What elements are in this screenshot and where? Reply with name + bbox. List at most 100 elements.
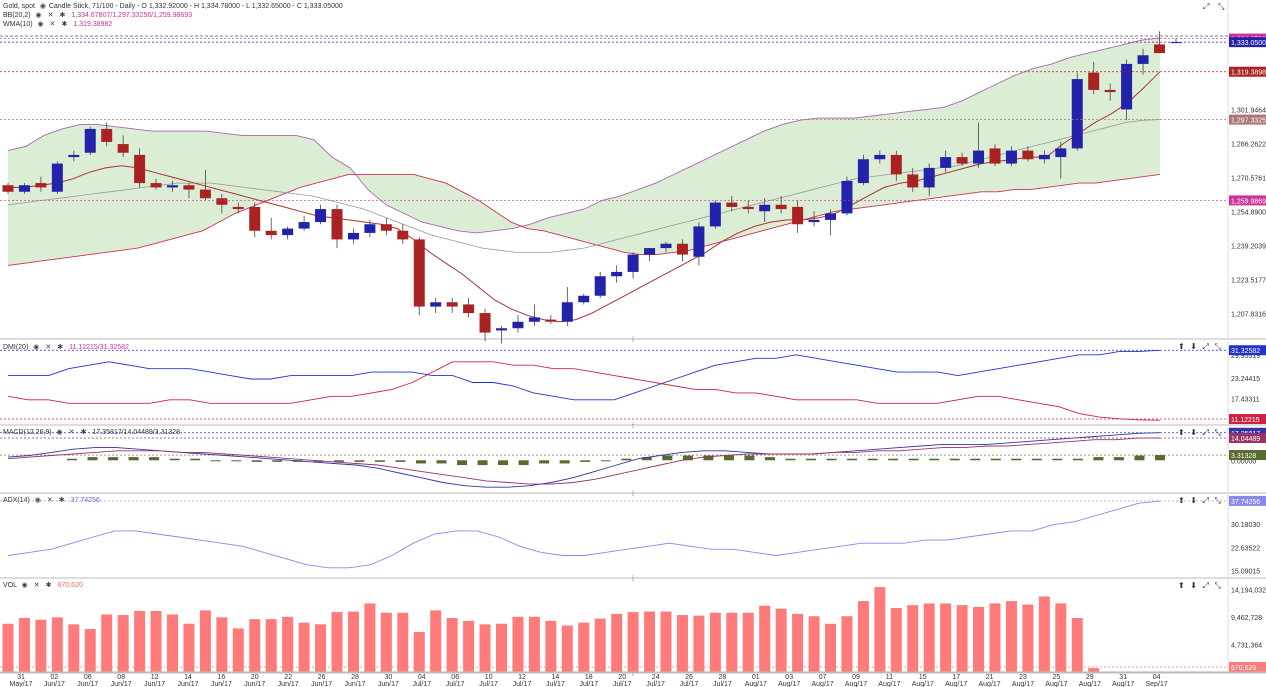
gear-icon[interactable]: ✱ [45,582,52,589]
gear-icon[interactable]: ✱ [61,21,68,28]
macd-histogram-bar [1134,455,1145,461]
price-badge-label: 11.12215 [1231,417,1260,424]
arrow-down-icon[interactable]: ⬇ [1190,496,1197,505]
candle-up [1121,63,1133,110]
bollinger-band-fill [8,37,1160,266]
adx-value: 37.74256 [70,497,100,504]
gear-icon[interactable]: ✱ [58,497,65,504]
macd-histogram-bar [415,460,426,464]
collapse-icon[interactable]: ⤡ [1214,581,1221,590]
volume-bar [84,628,96,672]
eye-icon[interactable]: ◉ [35,12,42,19]
x-tick-day: 04 [1153,674,1161,681]
x-tick-day: 14 [184,674,192,681]
dmi-pane-controls: ⬆ ⬇ ⤢ ⤡ [1178,342,1221,352]
x-tick-month: Jul/17 [613,681,632,687]
volume-bar [627,612,639,672]
price-badge-label: 31.32582 [1231,348,1260,355]
candle-up [1170,42,1182,44]
volume-bar [298,622,310,672]
x-tick-day: 14 [552,674,560,681]
candle-down [676,243,688,255]
volume-bar [380,612,392,672]
vol-name: VOL [3,582,17,589]
expand-icon[interactable]: ⤢ [1202,581,1209,590]
x-tick-day: 28 [719,674,727,681]
arrow-down-icon[interactable]: ⬇ [1190,342,1197,351]
volume-bar [249,619,261,672]
candle-up [315,209,327,223]
eye-icon[interactable]: ◉ [33,344,40,351]
x-tick-day: 29 [1086,674,1094,681]
x-tick-day: 20 [618,674,626,681]
y-tick-label: 17.43311 [1231,396,1260,403]
candle-down [183,185,195,190]
macd-histogram-bar [806,458,817,461]
expand-icon[interactable]: ⤢ [1202,496,1209,505]
collapse-icon[interactable]: ⤡ [1214,342,1221,351]
bb-name: BB(20,2) [3,12,31,19]
close-icon[interactable]: ✕ [33,582,40,589]
arrow-up-icon[interactable]: ⬆ [1178,496,1185,505]
macd-histogram-bar [272,460,283,462]
volume-bar [726,612,738,672]
gear-icon[interactable]: ✱ [57,344,64,351]
close-icon[interactable]: ✕ [49,21,56,28]
candle-up [282,228,294,236]
wma-line [8,71,1161,323]
adx-name: ADX(14) [3,497,30,504]
eye-icon[interactable]: ◉ [56,429,63,436]
x-tick-month: Jul/17 [446,681,465,687]
x-tick-month: Jul/17 [680,681,699,687]
arrow-down-icon[interactable]: ⬇ [1190,581,1197,590]
eye-icon[interactable]: ◉ [21,582,28,589]
close-icon[interactable]: ✕ [47,12,54,19]
x-tick-month: Sep/17 [1146,681,1168,687]
volume-bar [693,615,705,672]
expand-icon[interactable]: ⤢ [1203,2,1210,11]
expand-icon[interactable]: ⤢ [1202,342,1209,351]
volume-bar [611,613,623,672]
collapse-icon[interactable]: ⤡ [1217,2,1225,11]
volume-bar [874,587,886,672]
eye-icon[interactable]: ◉ [37,21,44,28]
volume-bar [199,610,211,672]
volume-bar [167,614,178,672]
arrow-up-icon[interactable]: ⬆ [1178,581,1185,590]
candle-down [199,189,211,199]
x-tick-day: 21 [986,674,994,681]
volume-bar [117,615,129,672]
price-badge [1229,433,1266,444]
bollinger-upper-line [7,37,1161,234]
price-badge-label: 14.04489 [1231,436,1260,443]
eye-icon[interactable]: ◉ [39,3,46,10]
gear-icon[interactable]: ✱ [59,12,66,19]
macd-histogram-bar [1072,458,1083,461]
collapse-icon[interactable]: ⤡ [1214,496,1221,505]
macd-histogram-bar [518,460,529,466]
candle-down [265,230,277,236]
volume-bar [183,623,195,672]
candle-down [726,202,738,207]
close-icon[interactable]: ✕ [45,344,52,351]
vol-value: 670,620 [57,582,83,589]
candle-up [923,167,935,188]
x-tick-day: 20 [251,674,259,681]
volume-bar [792,613,804,672]
x-tick-day: 11 [886,674,893,681]
close-icon[interactable]: ✕ [46,497,53,504]
macd-histogram-bar [1011,458,1022,461]
macd-histogram-bar [128,457,139,461]
volume-bar [578,622,590,672]
volume-bar [430,610,442,672]
price-badge [1229,495,1266,506]
bb-value: 1,334.67807/1,297.33256/1,259.98693 [71,12,193,19]
volume-bar [742,612,754,672]
arrow-up-icon[interactable]: ⬆ [1178,342,1185,351]
close-icon[interactable]: ✕ [68,429,75,436]
gear-icon[interactable]: ✱ [80,429,87,436]
candle-up [512,321,524,329]
eye-icon[interactable]: ◉ [34,497,41,504]
macd-histogram-bar [847,458,858,461]
